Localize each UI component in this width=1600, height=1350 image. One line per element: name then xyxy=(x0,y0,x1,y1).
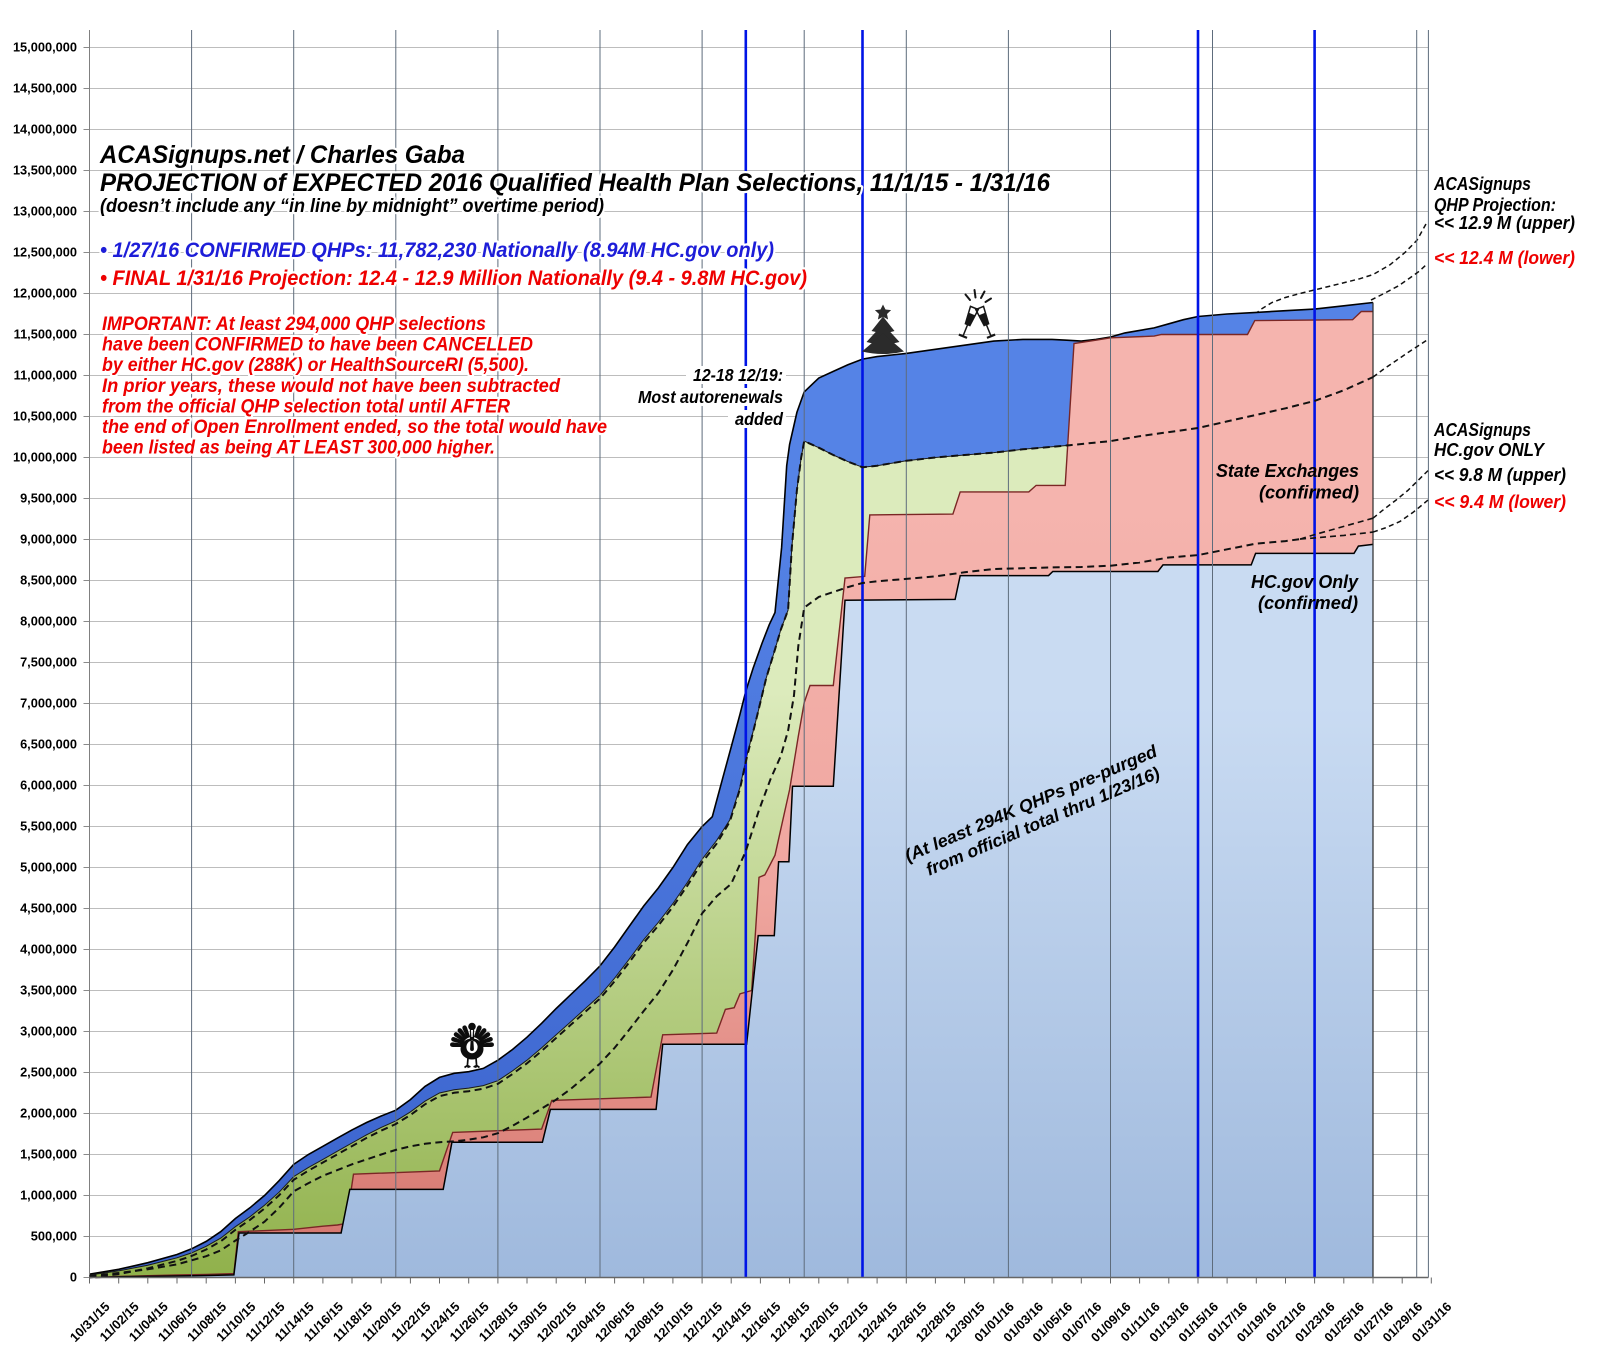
svg-text:5,500,000: 5,500,000 xyxy=(20,819,77,834)
svg-text:0: 0 xyxy=(70,1270,77,1285)
svg-text:State Exchanges: State Exchanges xyxy=(1216,460,1359,481)
svg-text:<< 12.9 M (upper): << 12.9 M (upper) xyxy=(1434,213,1575,233)
svg-text:15,000,000: 15,000,000 xyxy=(13,40,77,55)
svg-text:4,000,000: 4,000,000 xyxy=(20,942,77,957)
svg-text:8,000,000: 8,000,000 xyxy=(20,614,77,629)
svg-text:2,000,000: 2,000,000 xyxy=(20,1106,77,1121)
svg-text:by either HC.gov (288K) or Hea: by either HC.gov (288K) or HealthSourceR… xyxy=(102,355,529,376)
svg-text:IMPORTANT: At least 294,000 QH: IMPORTANT: At least 294,000 QHP selectio… xyxy=(102,314,486,335)
svg-text:PROJECTION of EXPECTED 2016 Qu: PROJECTION of EXPECTED 2016 Qualified He… xyxy=(100,169,1051,197)
svg-text:added: added xyxy=(735,409,783,429)
svg-text:9,500,000: 9,500,000 xyxy=(20,491,77,506)
svg-text:(doesn’t include any “in line: (doesn’t include any “in line by midnigh… xyxy=(100,196,604,217)
svg-text:10,000,000: 10,000,000 xyxy=(13,450,77,465)
svg-text:7,000,000: 7,000,000 xyxy=(20,696,77,711)
svg-text:<< 9.8 M (upper): << 9.8 M (upper) xyxy=(1434,465,1566,485)
svg-text:11,500,000: 11,500,000 xyxy=(14,327,77,342)
svg-text:<< 9.4 M (lower): << 9.4 M (lower) xyxy=(1434,492,1566,512)
svg-text:12,500,000: 12,500,000 xyxy=(13,245,77,260)
svg-text:11,000,000: 11,000,000 xyxy=(14,368,77,383)
svg-text:9,000,000: 9,000,000 xyxy=(20,532,77,547)
svg-text:1,500,000: 1,500,000 xyxy=(20,1147,77,1162)
svg-text:HC.gov ONLY: HC.gov ONLY xyxy=(1434,440,1546,460)
svg-text:ACASignups: ACASignups xyxy=(1433,174,1531,194)
svg-text:have been CONFIRMED to have be: have been CONFIRMED to have been CANCELL… xyxy=(102,335,533,356)
svg-text:2,500,000: 2,500,000 xyxy=(20,1065,77,1080)
svg-text:6,500,000: 6,500,000 xyxy=(20,737,77,752)
svg-text:3,000,000: 3,000,000 xyxy=(20,1024,77,1039)
svg-text:• 1/27/16 CONFIRMED QHPs: 11,7: • 1/27/16 CONFIRMED QHPs: 11,782,230 Nat… xyxy=(100,239,774,262)
svg-text:8,500,000: 8,500,000 xyxy=(20,573,77,588)
svg-text:ACASignups: ACASignups xyxy=(1433,420,1531,440)
svg-text:<< 12.4 M (lower): << 12.4 M (lower) xyxy=(1434,248,1575,268)
svg-text:from the official QHP selectio: from the official QHP selection total un… xyxy=(102,396,510,417)
svg-text:HC.gov Only: HC.gov Only xyxy=(1251,571,1360,592)
svg-text:12,000,000: 12,000,000 xyxy=(13,286,77,301)
svg-text:13,000,000: 13,000,000 xyxy=(13,204,77,219)
svg-text:In prior years, these would no: In prior years, these would not have bee… xyxy=(102,376,560,397)
svg-text:13,500,000: 13,500,000 xyxy=(13,163,77,178)
svg-text:the end of Open Enrollment end: the end of Open Enrollment ended, so the… xyxy=(102,417,607,438)
svg-text:(confirmed): (confirmed) xyxy=(1259,482,1359,503)
svg-text:QHP Projection:: QHP Projection: xyxy=(1434,195,1556,215)
svg-text:5,000,000: 5,000,000 xyxy=(20,860,77,875)
svg-text:500,000: 500,000 xyxy=(31,1229,77,1244)
svg-text:• FINAL 1/31/16 Projection: 12: • FINAL 1/31/16 Projection: 12.4 - 12.9 … xyxy=(100,267,807,290)
svg-text:4,500,000: 4,500,000 xyxy=(20,901,77,916)
svg-text:ACASignups.net / Charles Gaba: ACASignups.net / Charles Gaba xyxy=(99,141,465,169)
svg-text:7,500,000: 7,500,000 xyxy=(20,655,77,670)
svg-text:Most autorenewals: Most autorenewals xyxy=(638,387,783,407)
svg-text:6,000,000: 6,000,000 xyxy=(20,778,77,793)
svg-text:10,500,000: 10,500,000 xyxy=(13,409,77,424)
svg-text:3,500,000: 3,500,000 xyxy=(20,983,77,998)
svg-text:been listed as being AT LEAST: been listed as being AT LEAST 300,000 hi… xyxy=(102,438,495,459)
svg-text:14,500,000: 14,500,000 xyxy=(13,81,77,96)
svg-text:(confirmed): (confirmed) xyxy=(1258,592,1358,613)
svg-text:14,000,000: 14,000,000 xyxy=(13,122,77,137)
svg-text:12-18 12/19:: 12-18 12/19: xyxy=(693,365,783,385)
svg-text:1,000,000: 1,000,000 xyxy=(20,1188,77,1203)
